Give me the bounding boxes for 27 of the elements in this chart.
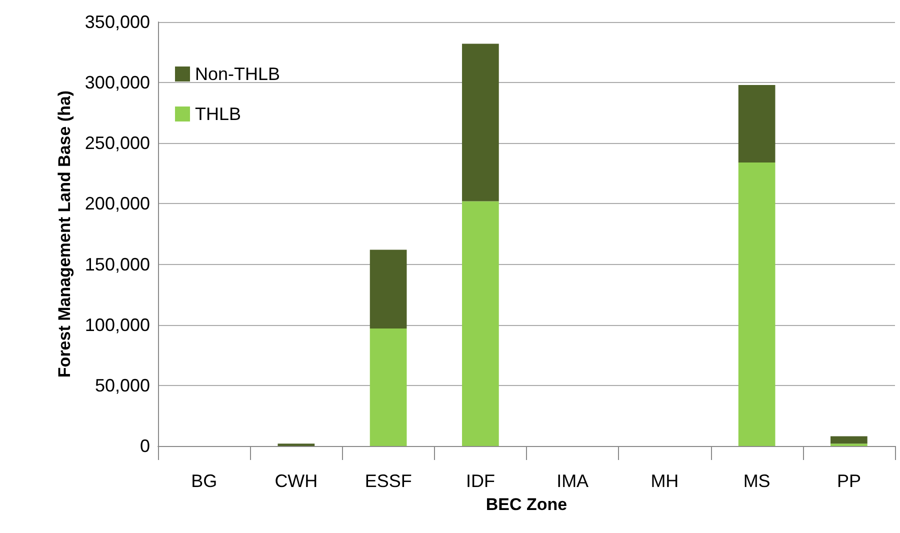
x-tick-label: MS (743, 471, 770, 491)
x-tick-label: ESSF (364, 471, 412, 491)
x-tick-label: MH (650, 471, 679, 491)
y-tick-label: 0 (140, 436, 150, 456)
y-tick-label: 50,000 (94, 375, 150, 396)
legend-label: Non-THLB (195, 64, 280, 84)
x-tick-label: CWH (274, 471, 318, 491)
x-tick-label: BG (191, 471, 218, 491)
x-tick-label: IMA (556, 471, 589, 491)
x-tick-label: IDF (466, 471, 495, 491)
y-tick-label: 150,000 (84, 254, 150, 274)
bar (830, 436, 868, 444)
y-tick-label: 100,000 (84, 314, 150, 335)
y-axis-title: Forest Management Land Base (ha) (55, 90, 74, 378)
bar (370, 328, 407, 446)
bar (738, 84, 776, 163)
bar (462, 201, 499, 446)
bar (370, 250, 407, 328)
legend-label: THLB (195, 104, 242, 124)
x-axis-title: BEC Zone (486, 495, 568, 514)
bar (462, 44, 499, 202)
y-tick-label: 300,000 (84, 72, 150, 93)
x-tick-label: PP (836, 471, 861, 491)
y-tick-label: 350,000 (84, 12, 150, 32)
y-tick-label: 250,000 (84, 133, 150, 154)
y-tick-label: 200,000 (84, 194, 150, 214)
bar (738, 162, 776, 446)
